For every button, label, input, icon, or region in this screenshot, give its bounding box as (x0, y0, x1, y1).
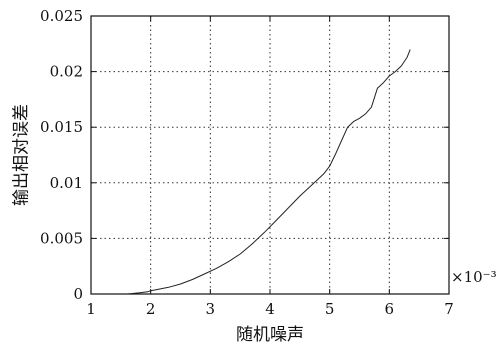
axis-ticks: 1 2 3 4 5 6 7 0 0.005 0.01 0.015 0.02 0.025 (40, 7, 454, 318)
y-axis-label: 输出相对误差 (12, 104, 32, 206)
x-tick-label: 5 (325, 300, 335, 318)
series-line (126, 49, 411, 295)
y-tick-label: 0.015 (40, 118, 83, 136)
series-layer (126, 49, 411, 295)
x-tick-label: 4 (265, 300, 275, 318)
y-tick-label: 0.01 (50, 174, 83, 192)
x-tick-label: 1 (86, 300, 96, 318)
y-tick-label: 0.02 (50, 63, 83, 81)
y-tick-label: 0.025 (40, 7, 83, 25)
x-axis-label: 随机噪声 (236, 325, 304, 345)
x-tick-label: 3 (206, 300, 216, 318)
x-tick-label: 6 (385, 300, 395, 318)
y-tick-label: 0 (73, 285, 83, 303)
grid (91, 16, 449, 294)
x-tick-label: 2 (146, 300, 156, 318)
x-tick-label: 7 (444, 300, 454, 318)
x-axis-exponent: ×10⁻³ (451, 268, 497, 286)
y-tick-label: 0.005 (40, 229, 83, 247)
